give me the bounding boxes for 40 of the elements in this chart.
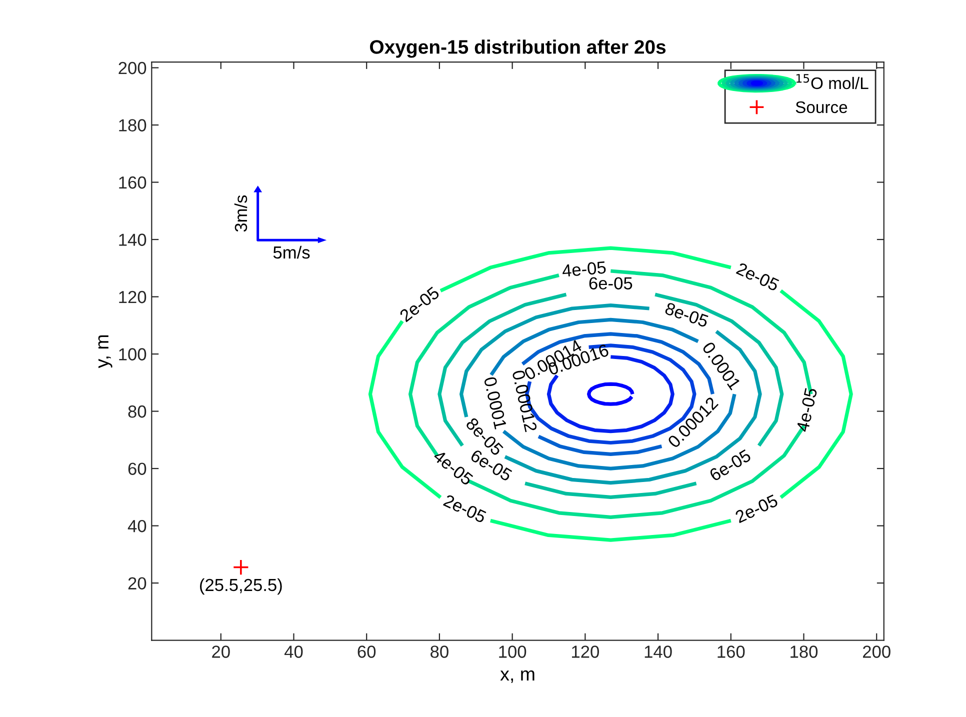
y-tick-label: 80 [128, 405, 146, 418]
annotation: 4e-05 [562, 261, 606, 277]
line-series [653, 292, 784, 448]
annotation: 6e-05 [589, 277, 632, 290]
x-axis-title: x, m [500, 670, 534, 683]
y-tick-label: 60 [128, 462, 146, 475]
legend-label: $^{15}$O mol/L [796, 74, 868, 90]
x-tick-label: 180 [790, 646, 818, 658]
x-tick-label: 200 [862, 646, 890, 658]
legend-label: Source [796, 101, 848, 114]
annotation: 5m/s [273, 246, 310, 259]
x-tick-label: 20 [212, 646, 230, 658]
chart-title: Oxygen-15 distribution after 20s [370, 40, 666, 58]
y-tick-label: 200 [118, 62, 146, 74]
line-series [536, 434, 664, 456]
y-tick-label: 160 [119, 176, 146, 189]
annotation: 3m/s [234, 195, 248, 232]
x-tick-label: 60 [358, 646, 376, 658]
y-tick-label: 180 [119, 119, 146, 132]
y-tick-label: 140 [119, 234, 146, 246]
line-series [587, 382, 634, 406]
annotation: 4e-05 [796, 387, 818, 432]
annotation: 2e-05 [442, 494, 487, 524]
y-tick-label: 120 [119, 290, 146, 304]
x-tick-label: 140 [644, 646, 672, 658]
y-tick-label: 40 [128, 520, 146, 532]
y-axis-title: y, m [98, 335, 112, 368]
x-tick-label: 80 [430, 646, 448, 658]
y-tick-label: 20 [128, 577, 146, 590]
annotation: 2e-05 [736, 262, 780, 292]
x-tick-label: 100 [499, 646, 526, 658]
line-series [438, 246, 733, 293]
annotation: 2e-05 [734, 494, 779, 524]
y-tick-label: 100 [119, 348, 146, 360]
annotation: 8e-05 [664, 302, 710, 328]
x-tick-label: 160 [718, 646, 745, 658]
x-tick-label: 120 [572, 646, 599, 658]
annotation: (25.5,25.5) [200, 578, 282, 595]
x-tick-label: 40 [284, 646, 303, 658]
line-series [778, 288, 853, 500]
